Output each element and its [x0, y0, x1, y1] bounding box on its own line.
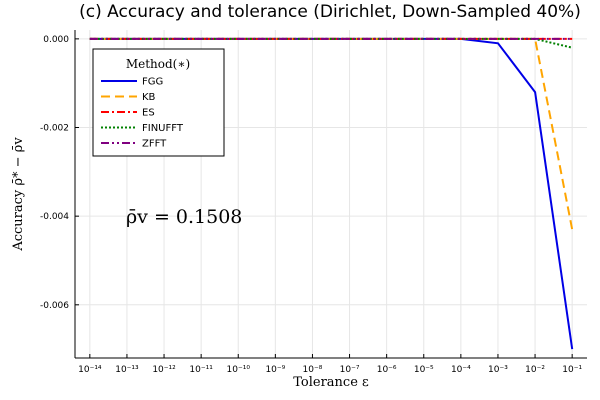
legend-items: FGG KB ES FINUFFT ZFFT: [101, 77, 184, 150]
x-tick-label: 10⁻¹³: [115, 365, 139, 375]
legend-label-zfft: ZFFT: [142, 139, 167, 150]
y-tick-label: -0.002: [40, 124, 69, 134]
y-tick-label: -0.004: [40, 212, 69, 222]
y-ticks: 0.000 -0.002 -0.004 -0.006: [40, 35, 79, 311]
legend-title: Method(∗): [126, 57, 190, 71]
x-tick-label: 10⁻⁸: [303, 365, 323, 375]
x-tick-label: 10⁻²: [525, 365, 545, 375]
plot-area: [74, 30, 587, 359]
legend-label-kb: KB: [142, 92, 156, 103]
series-lines: [89, 37, 574, 350]
legend-label-fgg: FGG: [142, 77, 163, 88]
legend-label-es: ES: [142, 108, 155, 119]
x-tick-label: 10⁻¹⁰: [227, 365, 251, 375]
x-tick-label: 10⁻¹¹: [189, 365, 213, 375]
y-tick-label: -0.006: [40, 301, 69, 311]
x-ticks: 10⁻¹⁴ 10⁻¹³ 10⁻¹² 10⁻¹¹ 10⁻¹⁰ 10⁻⁹ 10⁻⁸ 10⁻⁷ 10⁻…: [78, 354, 582, 375]
x-tick-label: 10⁻¹⁴: [78, 365, 102, 375]
x-tick-label: 10⁻⁴: [451, 365, 471, 375]
legend: Method(∗) FGG KB ES FINUFFT ZFFT: [92, 48, 225, 157]
grid: [75, 30, 587, 358]
y-tick-label: 0.000: [43, 35, 69, 45]
y-axis-label: Accuracy ρ̄* − ρ̄v: [11, 137, 26, 252]
x-tick-label: 10⁻⁹: [265, 365, 285, 375]
x-tick-label: 10⁻⁵: [414, 365, 434, 375]
x-tick-label: 10⁻¹: [562, 365, 582, 375]
x-tick-label: 10⁻⁷: [340, 365, 360, 375]
x-tick-label: 10⁻³: [488, 365, 508, 375]
chart-title: (c) Accuracy and tolerance (Dirichlet, D…: [79, 2, 581, 22]
x-axis-label: Tolerance ε: [293, 375, 369, 390]
x-tick-label: 10⁻¹²: [152, 365, 176, 375]
x-tick-label: 10⁻⁶: [377, 365, 397, 375]
legend-box: [92, 48, 225, 157]
mean-annotation: ρ̄v = 0.1508: [126, 206, 242, 228]
legend-label-finufft: FINUFFT: [142, 123, 184, 134]
